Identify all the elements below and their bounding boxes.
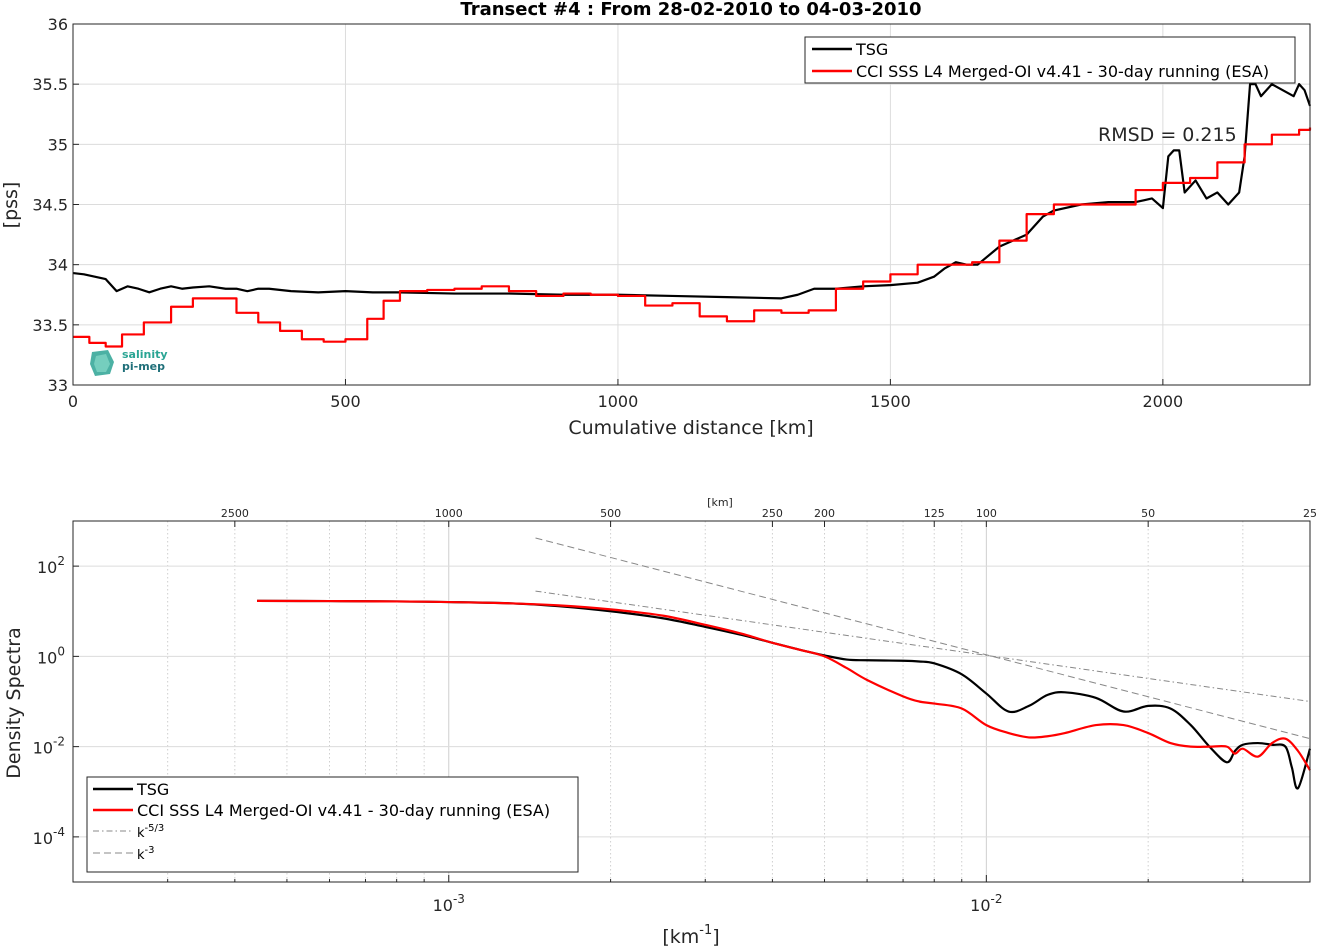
top-y-tick-label: 33.5	[32, 316, 68, 335]
logo-mark-inner-icon	[94, 354, 110, 372]
bottom-top-tick-label: 50	[1141, 507, 1155, 520]
bottom-legend-label-tsg: TSG	[136, 780, 169, 799]
bottom-series-k53-line	[535, 590, 1311, 702]
density-spectra-plot: 10-4 10-2 100 102 10-3 10-2 2500 1000 500 250 200 1…	[3, 496, 1317, 948]
bottom-top-tick-label: 25	[1303, 507, 1317, 520]
bottom-y-axis-label: Density Spectra	[3, 627, 25, 778]
top-legend-label-cci: CCI SSS L4 Merged-OI v4.41 - 30-day runn…	[856, 62, 1269, 81]
top-plot-title: Transect #4 : From 28-02-2010 to 04-03-2…	[460, 0, 921, 20]
bottom-plot-frame	[72, 520, 1311, 883]
top-x-tick-label: 0	[68, 392, 78, 411]
logo-text: salinity	[122, 348, 168, 361]
bottom-y-tick-label: 10-4	[33, 825, 65, 848]
top-y-tick-label: 33	[48, 376, 68, 395]
rmsd-annotation: RMSD = 0.215	[1098, 124, 1237, 146]
top-legend: TSG CCI SSS L4 Merged-OI v4.41 - 30-day …	[804, 36, 1296, 84]
logo-text-2: pi-mep	[122, 360, 165, 373]
bottom-series-tsg-line	[257, 599, 1312, 790]
bottom-series-cci-line	[257, 599, 1311, 771]
top-y-tick-label: 34.5	[32, 196, 68, 215]
top-legend-label-tsg: TSG	[855, 40, 888, 59]
top-y-tick-label: 35	[48, 135, 68, 154]
bottom-ticks: 10-4 10-2 100 102 10-3 10-2 2500 1000 500 250 200 1…	[33, 507, 1317, 915]
top-series-tsg-line	[72, 83, 1312, 300]
top-x-tick-label: 2000	[1143, 392, 1184, 411]
bottom-top-tick-label: 250	[762, 507, 783, 520]
top-y-axis-label: [pss]	[0, 182, 22, 229]
bottom-top-tick-label: 100	[976, 507, 997, 520]
top-y-tick-label: 36	[48, 15, 68, 34]
top-y-tick-label: 34	[48, 256, 68, 275]
bottom-legend-label-k3: k-3	[137, 845, 155, 863]
bottom-legend-box	[86, 776, 579, 873]
salinity-transect-plot: 0 500 1000 1500 2000 33 33.5 34 34.5 35 35.5 36 Tra…	[0, 0, 1312, 439]
top-legend-box	[804, 36, 1296, 84]
top-x-tick-label: 1000	[598, 392, 639, 411]
bottom-top-axis-label: [km]	[707, 496, 733, 509]
bottom-series-k3-line	[535, 537, 1311, 740]
bottom-legend-label-k53: k-5/3	[137, 823, 164, 841]
bottom-series-group	[257, 537, 1312, 790]
bottom-x-tick-label: 10-2	[970, 892, 1002, 915]
bottom-legend-label-cci: CCI SSS L4 Merged-OI v4.41 - 30-day runn…	[137, 801, 550, 820]
bottom-x-tick-label: 10-3	[433, 892, 465, 915]
top-ticks: 0 500 1000 1500 2000 33 33.5 34 34.5 35 35.5 36	[32, 15, 1183, 411]
bottom-top-tick-label: 125	[924, 507, 945, 520]
bottom-top-tick-label: 500	[600, 507, 621, 520]
bottom-y-tick-label: 100	[37, 644, 65, 667]
top-x-axis-label: Cumulative distance [km]	[568, 417, 813, 439]
bottom-top-tick-label: 1000	[435, 507, 463, 520]
top-series-cci-line	[73, 127, 1312, 348]
bottom-top-tick-label: 200	[814, 507, 835, 520]
bottom-legend: TSG CCI SSS L4 Merged-OI v4.41 - 30-day …	[86, 776, 579, 873]
bottom-top-tick-label: 2500	[221, 507, 249, 520]
salinity-pimep-logo: salinity pi-mep	[90, 348, 168, 376]
bottom-y-tick-label: 10-2	[33, 735, 65, 758]
top-y-tick-label: 35.5	[32, 75, 68, 94]
top-x-tick-label: 500	[330, 392, 361, 411]
bottom-x-axis-label: [km-1]	[662, 923, 719, 948]
bottom-y-tick-label: 102	[37, 554, 65, 577]
top-series-group	[72, 83, 1312, 348]
top-x-tick-label: 1500	[870, 392, 911, 411]
